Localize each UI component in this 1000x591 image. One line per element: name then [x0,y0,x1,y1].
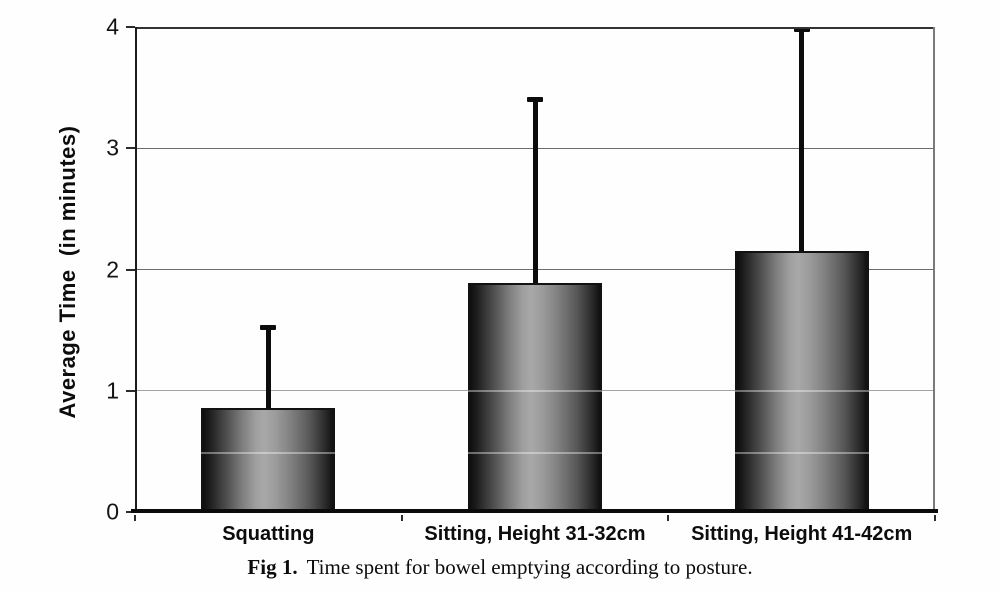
y-tick-mark-0 [126,511,135,513]
y-axis-title: Average Time (in minutes) [55,125,80,419]
figure-caption-text: Time spent for bowel emptying according … [306,555,753,579]
x-tick-mark-0 [134,515,136,521]
y-axis-tick-labels: 0 1 2 3 4 [85,15,119,523]
y-tick-label-0: 0 [106,498,119,525]
y-tick-label-3: 3 [106,134,119,161]
x-tick-mark-1 [400,515,403,521]
y-tick-mark-2 [126,268,135,271]
bar-3 [734,251,869,512]
y-tick-mark-1 [126,389,135,392]
x-category-label-3: Sitting, Height 41-42cm [691,523,913,545]
y-tick-mark-3 [126,147,135,150]
bar-1 [201,407,336,512]
error-bar-cap-2 [527,97,543,103]
y-tick-label-1: 1 [106,377,119,404]
y-tick-label-4: 4 [106,13,119,40]
scan-artifact-line [135,390,935,392]
error-bar-cap-3 [793,27,810,32]
x-axis-category-labels: Squatting Sitting, Height 31-32cm Sitting,… [135,523,935,553]
plot-frame-right [933,27,935,512]
x-tick-mark-2 [667,515,670,521]
x-category-label-2: Sitting, Height 31-32cm [424,523,646,545]
error-bar-1 [260,325,277,408]
figure-caption: Fig 1. Time spent for bowel emptying acco… [0,555,1000,580]
y-axis-line [135,27,137,512]
x-category-label-1: Squatting [222,523,315,545]
x-tick-mark-3 [934,515,936,521]
error-bar-2 [527,97,543,283]
y-tick-label-2: 2 [106,256,119,282]
plot-area [126,26,938,521]
scan-artifact-line [135,452,935,454]
bar-2 [468,282,602,512]
error-bar-3 [793,27,810,252]
figure-caption-label: Fig 1. [247,555,298,579]
error-bar-cap-1 [260,325,277,331]
x-axis-line [131,509,938,513]
y-tick-mark-4 [126,26,135,28]
plot-frame-top [135,27,935,29]
